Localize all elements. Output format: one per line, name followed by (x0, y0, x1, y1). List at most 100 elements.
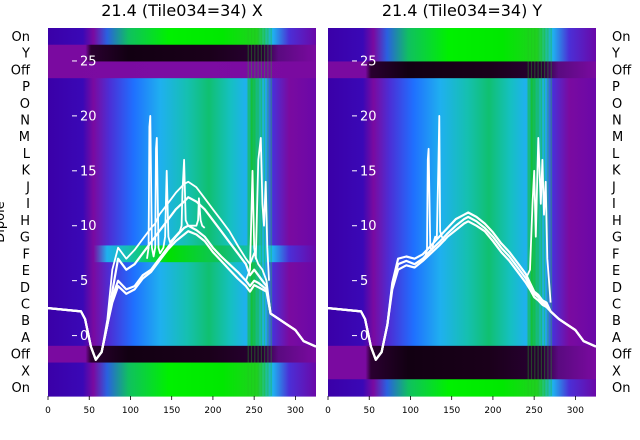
heatmap-row-1 (328, 44, 596, 63)
heatmap-row-2 (328, 61, 596, 79)
dipole-label-20: X (612, 364, 621, 379)
line-axis-tick-label: 15 (80, 164, 97, 179)
heatmap-row-16 (48, 295, 316, 313)
dipole-label-3: P (22, 80, 30, 95)
heatmap-row-16 (328, 295, 596, 313)
dipole-label-12: G (612, 231, 622, 246)
line-axis-tick-label: 15 (360, 164, 377, 179)
dipole-label-18: A (612, 331, 621, 346)
dipole-label-10: I (26, 197, 30, 212)
heatmap-stripe (540, 28, 542, 396)
dipole-label-7: L (612, 147, 620, 162)
x-tick-label: 100 (402, 406, 419, 416)
heatmap-row-17 (48, 312, 316, 330)
line-axis-tick-label: 0 (360, 329, 368, 344)
dipole-label-5: N (612, 114, 622, 129)
dipole-label-2: Off (612, 63, 632, 78)
panel-title-x: 21.4 (Tile034=34) X (101, 1, 263, 20)
heatmap-row-19 (48, 345, 316, 364)
heatmap-row-20 (48, 362, 316, 380)
heatmap-stripe (260, 28, 262, 396)
heatmap-row-4 (328, 94, 596, 113)
x-tick-label: 200 (204, 406, 221, 416)
x-tick-label: 150 (443, 406, 460, 416)
heatmap-row-18 (48, 329, 316, 347)
panel-title-y: 21.4 (Tile034=34) Y (382, 1, 543, 20)
dipole-label-6: M (19, 130, 30, 145)
heatmap-stripe (257, 28, 259, 396)
heatmap-stripe (267, 28, 269, 396)
dipole-label-9: J (611, 180, 616, 195)
line-axis-tick-label: 5 (360, 274, 368, 289)
x-tick-label: 300 (567, 406, 584, 416)
dipole-label-8: K (612, 164, 621, 179)
heatmap-row-0 (48, 28, 316, 46)
heatmap-row-4 (48, 94, 316, 113)
line-axis-tick-label: 5 (80, 274, 88, 289)
dipole-label-0: On (612, 30, 630, 45)
line-axis-tick-label: 10 (80, 219, 97, 234)
dipole-label-4: O (612, 97, 622, 112)
heatmap-row-6 (328, 128, 596, 146)
line-axis-tick-label: 25 (360, 55, 377, 70)
x-tick-label: 250 (526, 406, 543, 416)
heatmap-row-2 (48, 61, 316, 79)
heatmap-stripe (527, 28, 529, 396)
dipole-label-17: B (21, 314, 30, 329)
dipole-label-2: Off (11, 63, 31, 78)
heatmap-row-9 (328, 178, 596, 196)
series-line-2 (327, 211, 597, 361)
heatmap-row-8 (48, 161, 316, 180)
heatmap-row-17 (328, 312, 596, 330)
dipole-label-16: C (21, 298, 30, 313)
dipole-label-11: H (612, 214, 622, 229)
dipole-label-15: D (612, 281, 622, 296)
dipole-label-14: E (612, 264, 620, 279)
heatmap-row-5 (48, 111, 316, 129)
line-axis-tick-label: 20 (360, 109, 377, 124)
series-line-3 (47, 180, 317, 361)
heatmap-row-3 (48, 78, 316, 96)
x-tick-label: 250 (246, 406, 263, 416)
dipole-label-18: A (21, 331, 30, 346)
heatmap-stripe (547, 28, 549, 396)
dipole-label-3: P (612, 80, 620, 95)
dipole-label-1: Y (21, 47, 30, 62)
heatmap-row-13 (328, 245, 596, 263)
heatmap-row-6 (48, 128, 316, 146)
x-tick-label: 100 (122, 406, 139, 416)
heatmap-row-21 (48, 379, 316, 397)
dipole-label-4: O (20, 97, 30, 112)
dipole-label-10: I (612, 197, 616, 212)
line-axis-tick-label: 10 (360, 219, 377, 234)
series-line-5 (245, 136, 270, 282)
dipole-label-8: K (21, 164, 30, 179)
dipole-label-5: N (20, 114, 30, 129)
series-line-4 (525, 136, 552, 303)
heatmap-stripe (247, 28, 249, 396)
heatmap-row-20 (328, 362, 596, 380)
heatmap-row-3 (328, 78, 596, 96)
heatmap-stripe (254, 28, 256, 396)
heatmap-row-10 (328, 195, 596, 213)
heatmap-row-7 (48, 145, 316, 163)
heatmap-row-19 (328, 345, 596, 364)
x-tick-label: 0 (45, 406, 51, 416)
heatmap-row-21 (328, 379, 596, 397)
line-axis-tick-label: 20 (80, 109, 97, 124)
dipole-label-7: L (23, 147, 31, 162)
dipole-label-11: H (20, 214, 30, 229)
dipole-label-15: D (20, 281, 30, 296)
dipole-label-14: E (22, 264, 30, 279)
heatmap-row-1 (48, 44, 316, 63)
x-tick-label: 0 (325, 406, 331, 416)
x-tick-label: 150 (163, 406, 180, 416)
dipole-label-9: J (25, 180, 30, 195)
dipole-label-1: Y (611, 47, 620, 62)
dipole-label-19: Off (612, 348, 632, 363)
series-line-3 (424, 115, 446, 257)
line-axis-tick-label: 0 (80, 329, 88, 344)
heatmap-row-12 (328, 228, 596, 247)
